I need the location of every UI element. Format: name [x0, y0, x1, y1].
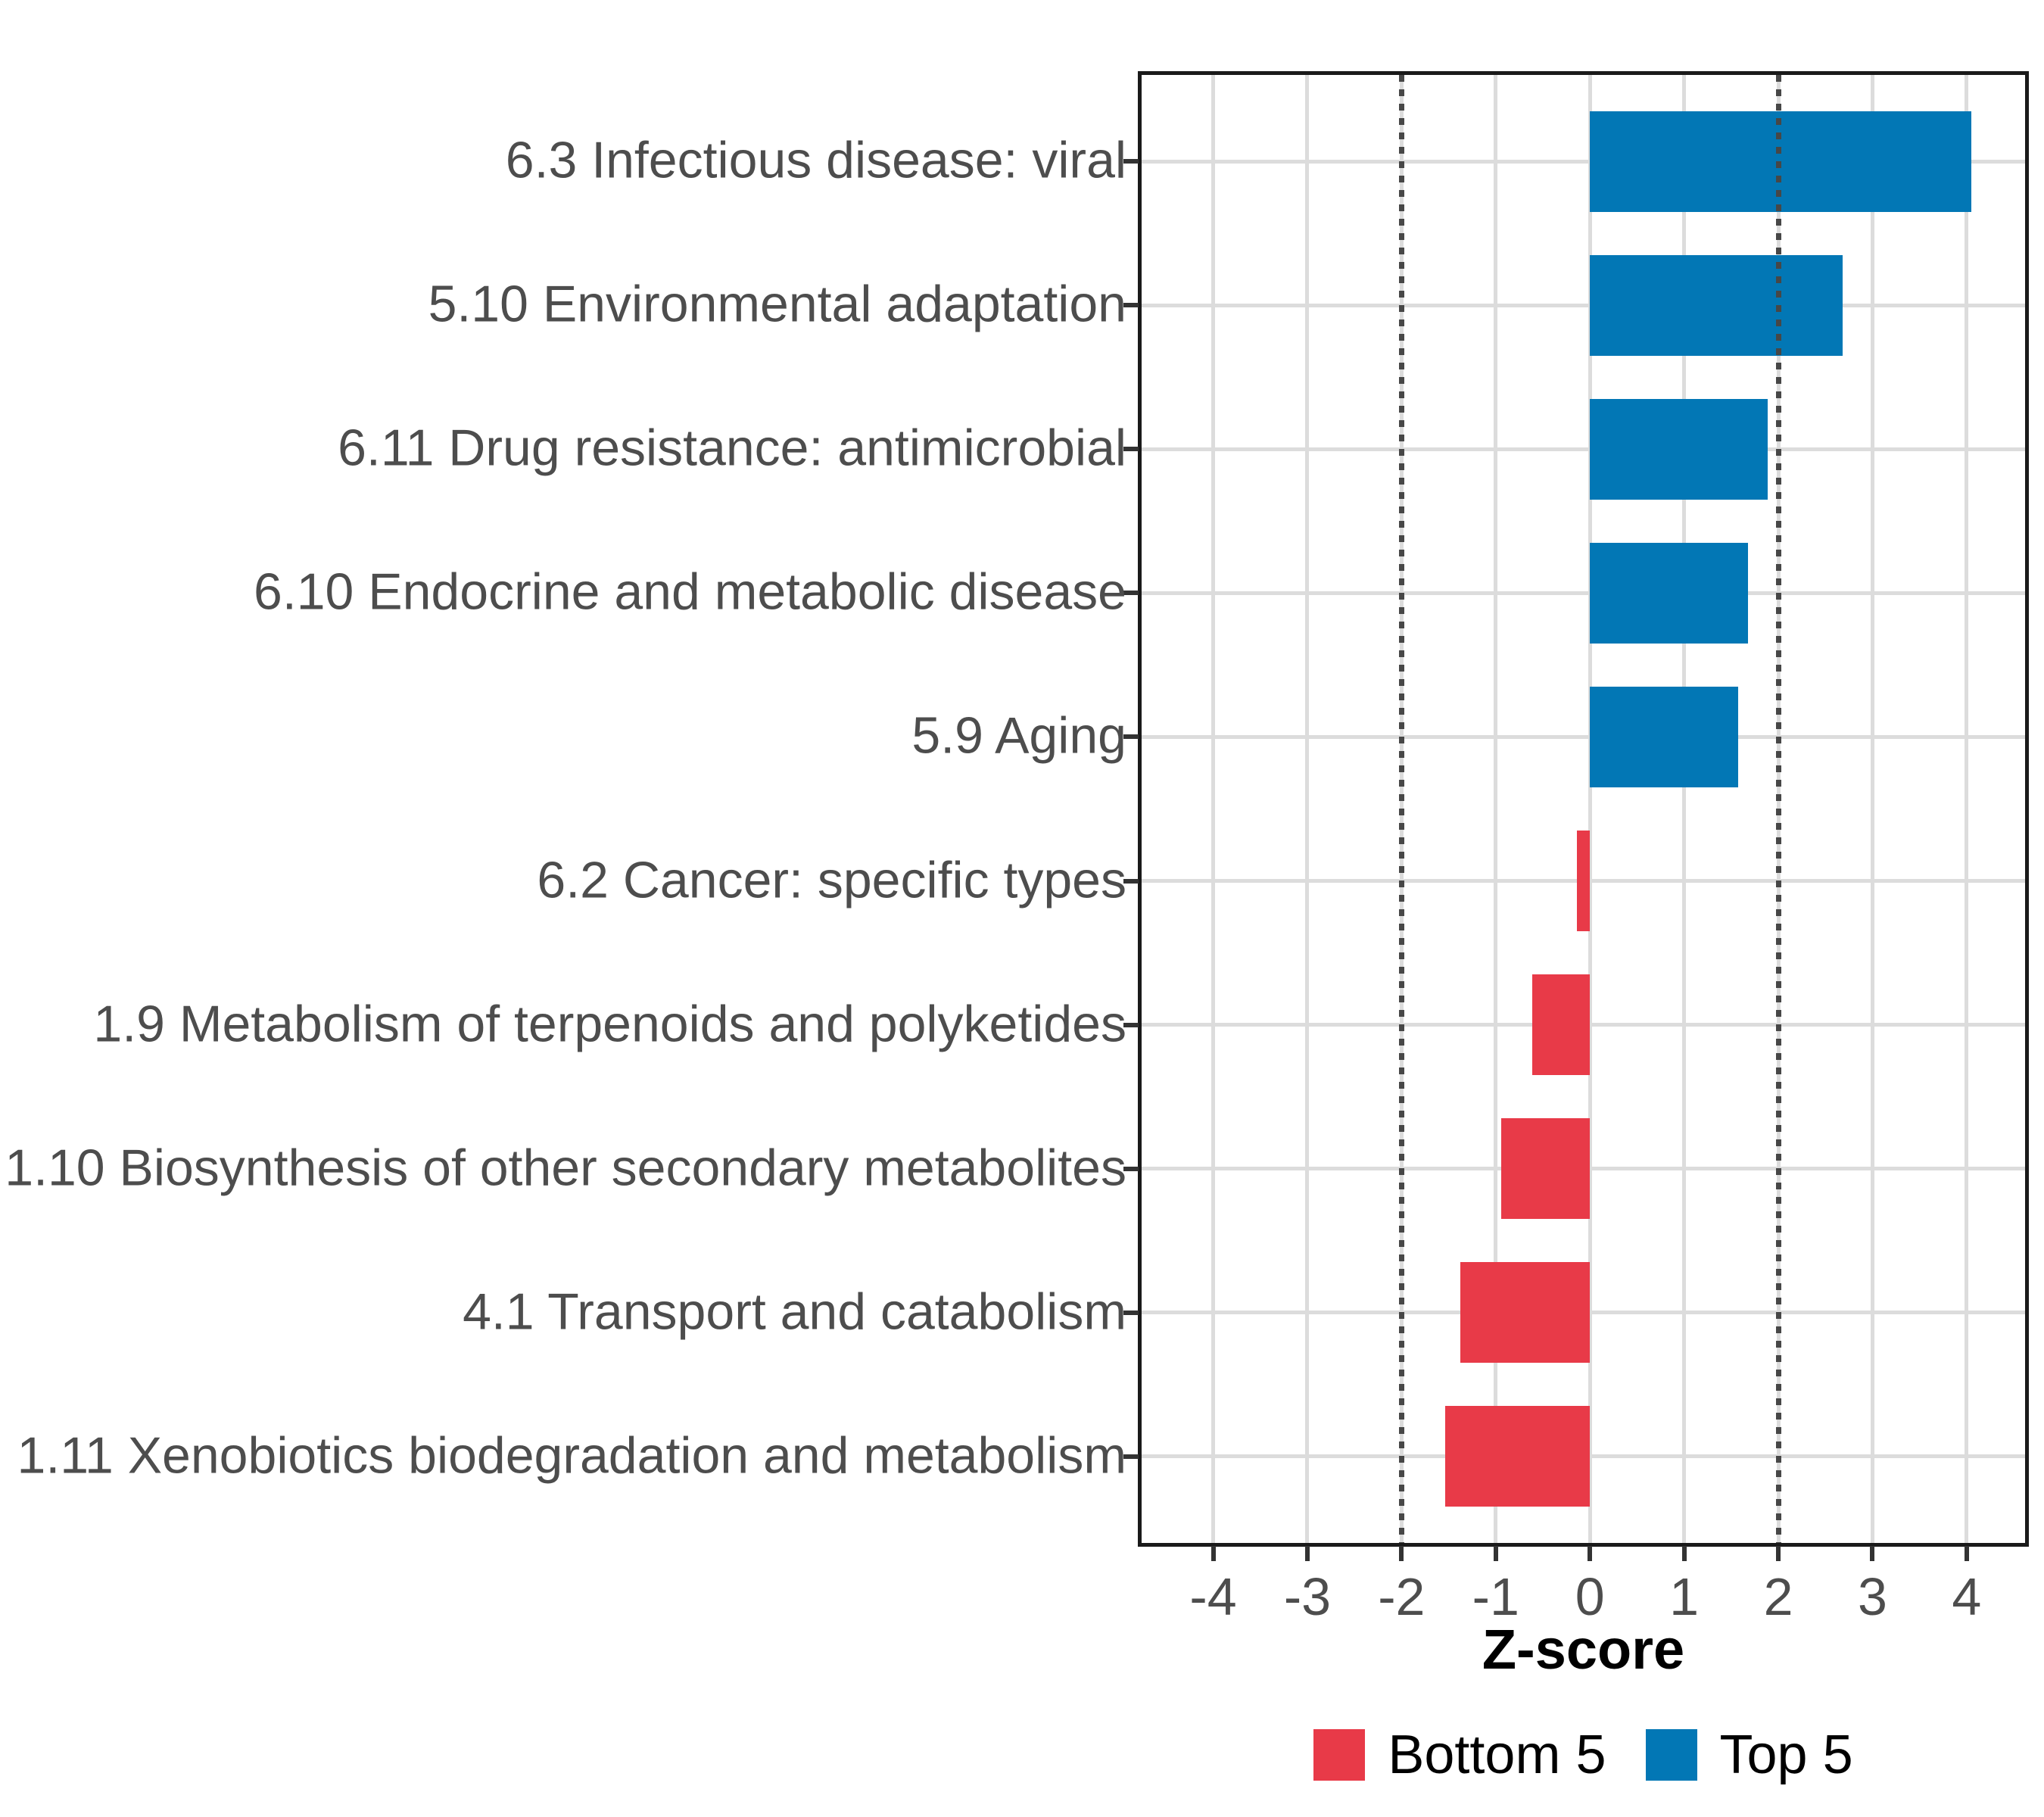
legend-label-top5: Top 5: [1719, 1725, 1853, 1785]
x-tick-mark: [1211, 1546, 1216, 1561]
panel-border: [1138, 71, 2029, 1547]
legend-item-bottom5: Bottom 5: [1313, 1728, 1606, 1782]
x-tick-mark: [1493, 1546, 1498, 1561]
x-axis-tick-label: -3: [1283, 1567, 1332, 1626]
y-axis-label: 6.10 Endocrine and metabolic disease: [254, 563, 1126, 621]
y-tick-mark: [1123, 1454, 1139, 1459]
x-tick-mark: [1776, 1546, 1781, 1561]
y-axis-label: 5.10 Environmental adaptation: [428, 275, 1126, 333]
x-axis-tick-label: -1: [1472, 1567, 1519, 1626]
x-tick-mark: [1588, 1546, 1593, 1561]
y-tick-mark: [1123, 159, 1139, 164]
x-tick-mark: [1399, 1546, 1404, 1561]
y-tick-mark: [1123, 878, 1139, 884]
x-axis-tick-label: -4: [1189, 1567, 1237, 1626]
x-axis-tick-label: 3: [1857, 1567, 1887, 1626]
x-tick-mark: [1304, 1546, 1310, 1561]
y-tick-mark: [1123, 1166, 1139, 1171]
y-tick-mark: [1123, 303, 1139, 308]
legend-label-bottom5: Bottom 5: [1388, 1725, 1606, 1785]
x-axis-title: Z-score: [1482, 1618, 1685, 1681]
y-tick-mark: [1123, 447, 1139, 452]
x-axis-tick-label: 0: [1575, 1567, 1605, 1626]
x-tick-mark: [1964, 1546, 1969, 1561]
y-tick-mark: [1123, 1310, 1139, 1315]
x-tick-mark: [1870, 1546, 1875, 1561]
legend: Bottom 5 Top 5: [1142, 1728, 2025, 1782]
y-axis-label: 1.10 Biosynthesis of other secondary met…: [5, 1139, 1126, 1197]
y-axis-label: 4.1 Transport and catabolism: [463, 1282, 1126, 1341]
y-axis-label: 5.9 Aging: [911, 707, 1126, 765]
y-axis-label: 6.3 Infectious disease: viral: [505, 131, 1126, 189]
y-axis-label: 6.2 Cancer: specific types: [537, 851, 1126, 909]
y-axis-label: 1.9 Metabolism of terpenoids and polyket…: [93, 995, 1126, 1053]
y-tick-mark: [1123, 591, 1139, 596]
y-tick-mark: [1123, 734, 1139, 740]
y-tick-mark: [1123, 1022, 1139, 1027]
x-axis-tick-label: -2: [1378, 1567, 1426, 1626]
legend-item-top5: Top 5: [1645, 1725, 1853, 1785]
legend-swatch-top5: [1645, 1729, 1697, 1781]
x-axis-tick-label: 1: [1669, 1567, 1700, 1626]
y-axis-label: 6.11 Drug resistance: antimicrobial: [338, 419, 1126, 477]
x-tick-mark: [1681, 1546, 1687, 1561]
x-axis-tick-label: 4: [1952, 1567, 1982, 1626]
y-axis-label: 1.11 Xenobiotics biodegradation and meta…: [17, 1426, 1127, 1485]
legend-swatch-bottom5: [1313, 1729, 1366, 1781]
x-axis-tick-label: 2: [1763, 1567, 1793, 1626]
